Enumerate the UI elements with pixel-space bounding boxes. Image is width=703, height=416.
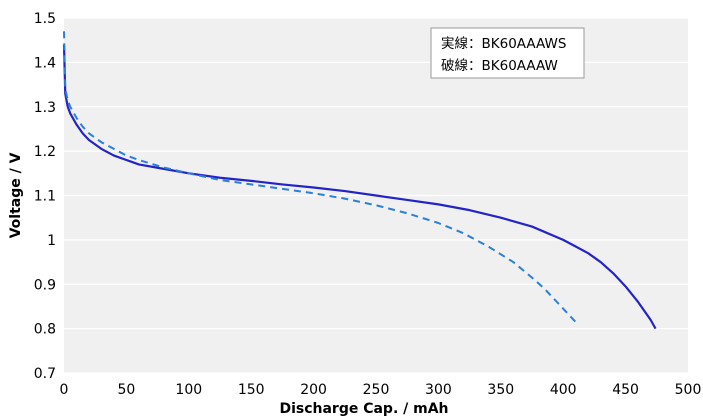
y-tick-label: 1.3 <box>34 100 56 116</box>
x-tick-label: 400 <box>550 382 577 398</box>
x-tick-label: 350 <box>487 382 514 398</box>
x-tick-label: 500 <box>675 382 702 398</box>
x-tick-label: 200 <box>300 382 327 398</box>
gridlines <box>64 17 688 374</box>
series-layer <box>62 31 657 330</box>
series-line-solid <box>62 44 657 330</box>
y-tick-label: 0.8 <box>34 322 56 338</box>
x-tick-label: 450 <box>612 382 639 398</box>
x-axis-ticks: 0 50 100 150 200 250 300 350 400 450 500 <box>60 382 702 398</box>
legend: 実線：BK60AAAWS 破線：BK60AAAW <box>430 27 585 79</box>
x-tick-label: 0 <box>60 382 69 398</box>
y-tick-label: 1.1 <box>34 189 56 205</box>
x-tick-label: 50 <box>117 382 135 398</box>
y-tick-label: 1.5 <box>34 11 56 27</box>
y-tick-label: 1 <box>47 233 56 249</box>
series-line-dashed <box>63 31 580 326</box>
x-tick-label: 250 <box>363 382 390 398</box>
x-tick-label: 300 <box>425 382 452 398</box>
y-axis-ticks: 0.7 0.8 0.9 1 1.1 1.2 1.3 1.4 1.5 <box>34 11 56 382</box>
y-tick-label: 0.7 <box>34 366 56 382</box>
x-tick-label: 150 <box>238 382 265 398</box>
x-tick-label: 100 <box>175 382 202 398</box>
legend-box <box>430 27 585 79</box>
y-axis-title: Voltage / V <box>8 152 24 238</box>
y-tick-label: 1.4 <box>34 55 56 71</box>
x-axis-title: Discharge Cap. / mAh <box>279 401 448 416</box>
y-tick-label: 0.9 <box>34 277 56 293</box>
legend-entry-dashed: 破線：BK60AAAW <box>441 58 558 74</box>
y-tick-label: 1.2 <box>34 144 56 160</box>
legend-entry-solid: 実線：BK60AAAWS <box>441 36 566 52</box>
